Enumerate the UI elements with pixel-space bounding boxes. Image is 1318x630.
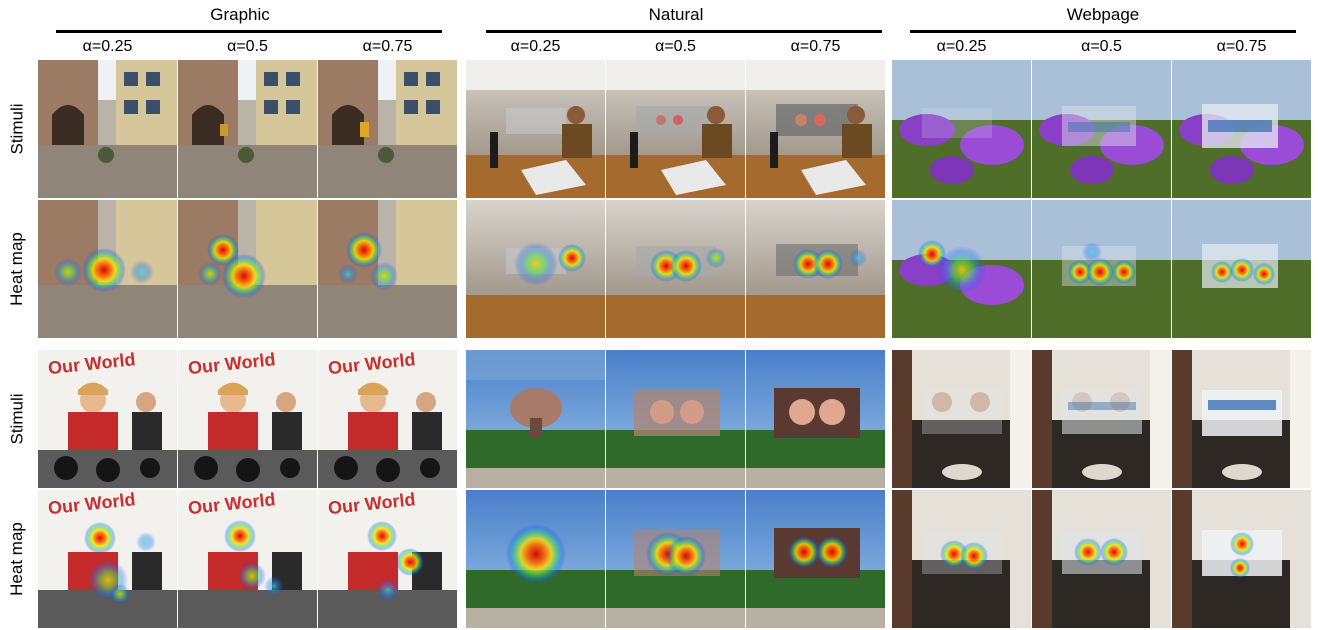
heatmap-graphic-people: Our World (318, 490, 457, 628)
row-label-heatmap: Heat map (0, 490, 34, 628)
stimulus-natural-conservatory (746, 350, 885, 488)
alpha-label: α=0.75 (362, 38, 413, 55)
heatmap-webpage-dining (1172, 490, 1311, 628)
alpha-label: α=0.25 (510, 38, 561, 55)
group-rule-natural (486, 30, 882, 33)
group-title-graphic: Graphic (210, 5, 270, 24)
stimulus-natural-kitchen (746, 60, 885, 198)
alpha-label: α=0.25 (936, 38, 987, 55)
heatmap-natural-kitchen (606, 200, 745, 338)
heatmap-webpage-flowers (892, 200, 1031, 338)
heatmap-graphic-street (318, 200, 457, 338)
heatmap-webpage-flowers (1032, 200, 1171, 338)
stimulus-graphic-people: Our World (178, 350, 317, 488)
stimulus-webpage-dining (1172, 350, 1311, 488)
alpha-label: α=0.5 (227, 38, 268, 55)
group-title-webpage: Webpage (1066, 5, 1140, 24)
stimulus-webpage-dining (892, 350, 1031, 488)
stimulus-webpage-flowers (892, 60, 1031, 198)
stimulus-graphic-street (178, 60, 317, 198)
heatmap-natural-conservatory (466, 490, 605, 628)
heatmap-natural-conservatory (606, 490, 745, 628)
heatmap-webpage-dining (892, 490, 1031, 628)
row-label-text: Stimuli (7, 393, 27, 445)
stimulus-natural-kitchen (466, 60, 605, 198)
alpha-label: α=0.75 (1216, 38, 1267, 55)
group-rule-graphic (56, 30, 442, 33)
heatmap-graphic-street (38, 200, 177, 338)
group-rule-webpage (910, 30, 1296, 33)
heatmap-webpage-dining (1032, 490, 1171, 628)
heatmap-graphic-people: Our World (178, 490, 317, 628)
stimulus-webpage-flowers (1032, 60, 1171, 198)
heatmap-natural-kitchen (746, 200, 885, 338)
row-label-text: Stimuli (7, 103, 27, 155)
stimulus-graphic-street (38, 60, 177, 198)
group-title-natural: Natural (648, 5, 704, 24)
row-label-heatmap: Heat map (0, 200, 34, 338)
row-label-stimuli: Stimuli (0, 350, 34, 488)
heatmap-webpage-flowers (1172, 200, 1311, 338)
stimulus-webpage-dining (1032, 350, 1171, 488)
alpha-label: α=0.5 (655, 38, 696, 55)
alpha-label: α=0.75 (790, 38, 841, 55)
heatmap-graphic-people: Our World (38, 490, 177, 628)
stimulus-graphic-people: Our World (318, 350, 457, 488)
stimulus-graphic-people: Our World (38, 350, 177, 488)
stimulus-natural-conservatory (606, 350, 745, 488)
stimulus-natural-kitchen (606, 60, 745, 198)
row-label-text: Heat map (7, 232, 27, 306)
alpha-label: α=0.5 (1081, 38, 1122, 55)
stimulus-webpage-flowers (1172, 60, 1311, 198)
alpha-label: α=0.25 (82, 38, 133, 55)
heatmap-graphic-street (178, 200, 317, 338)
row-label-text: Heat map (7, 522, 27, 596)
stimulus-natural-conservatory (466, 350, 605, 488)
row-label-stimuli: Stimuli (0, 60, 34, 198)
heatmap-natural-conservatory (746, 490, 885, 628)
heatmap-natural-kitchen (466, 200, 605, 338)
stimulus-graphic-street (318, 60, 457, 198)
